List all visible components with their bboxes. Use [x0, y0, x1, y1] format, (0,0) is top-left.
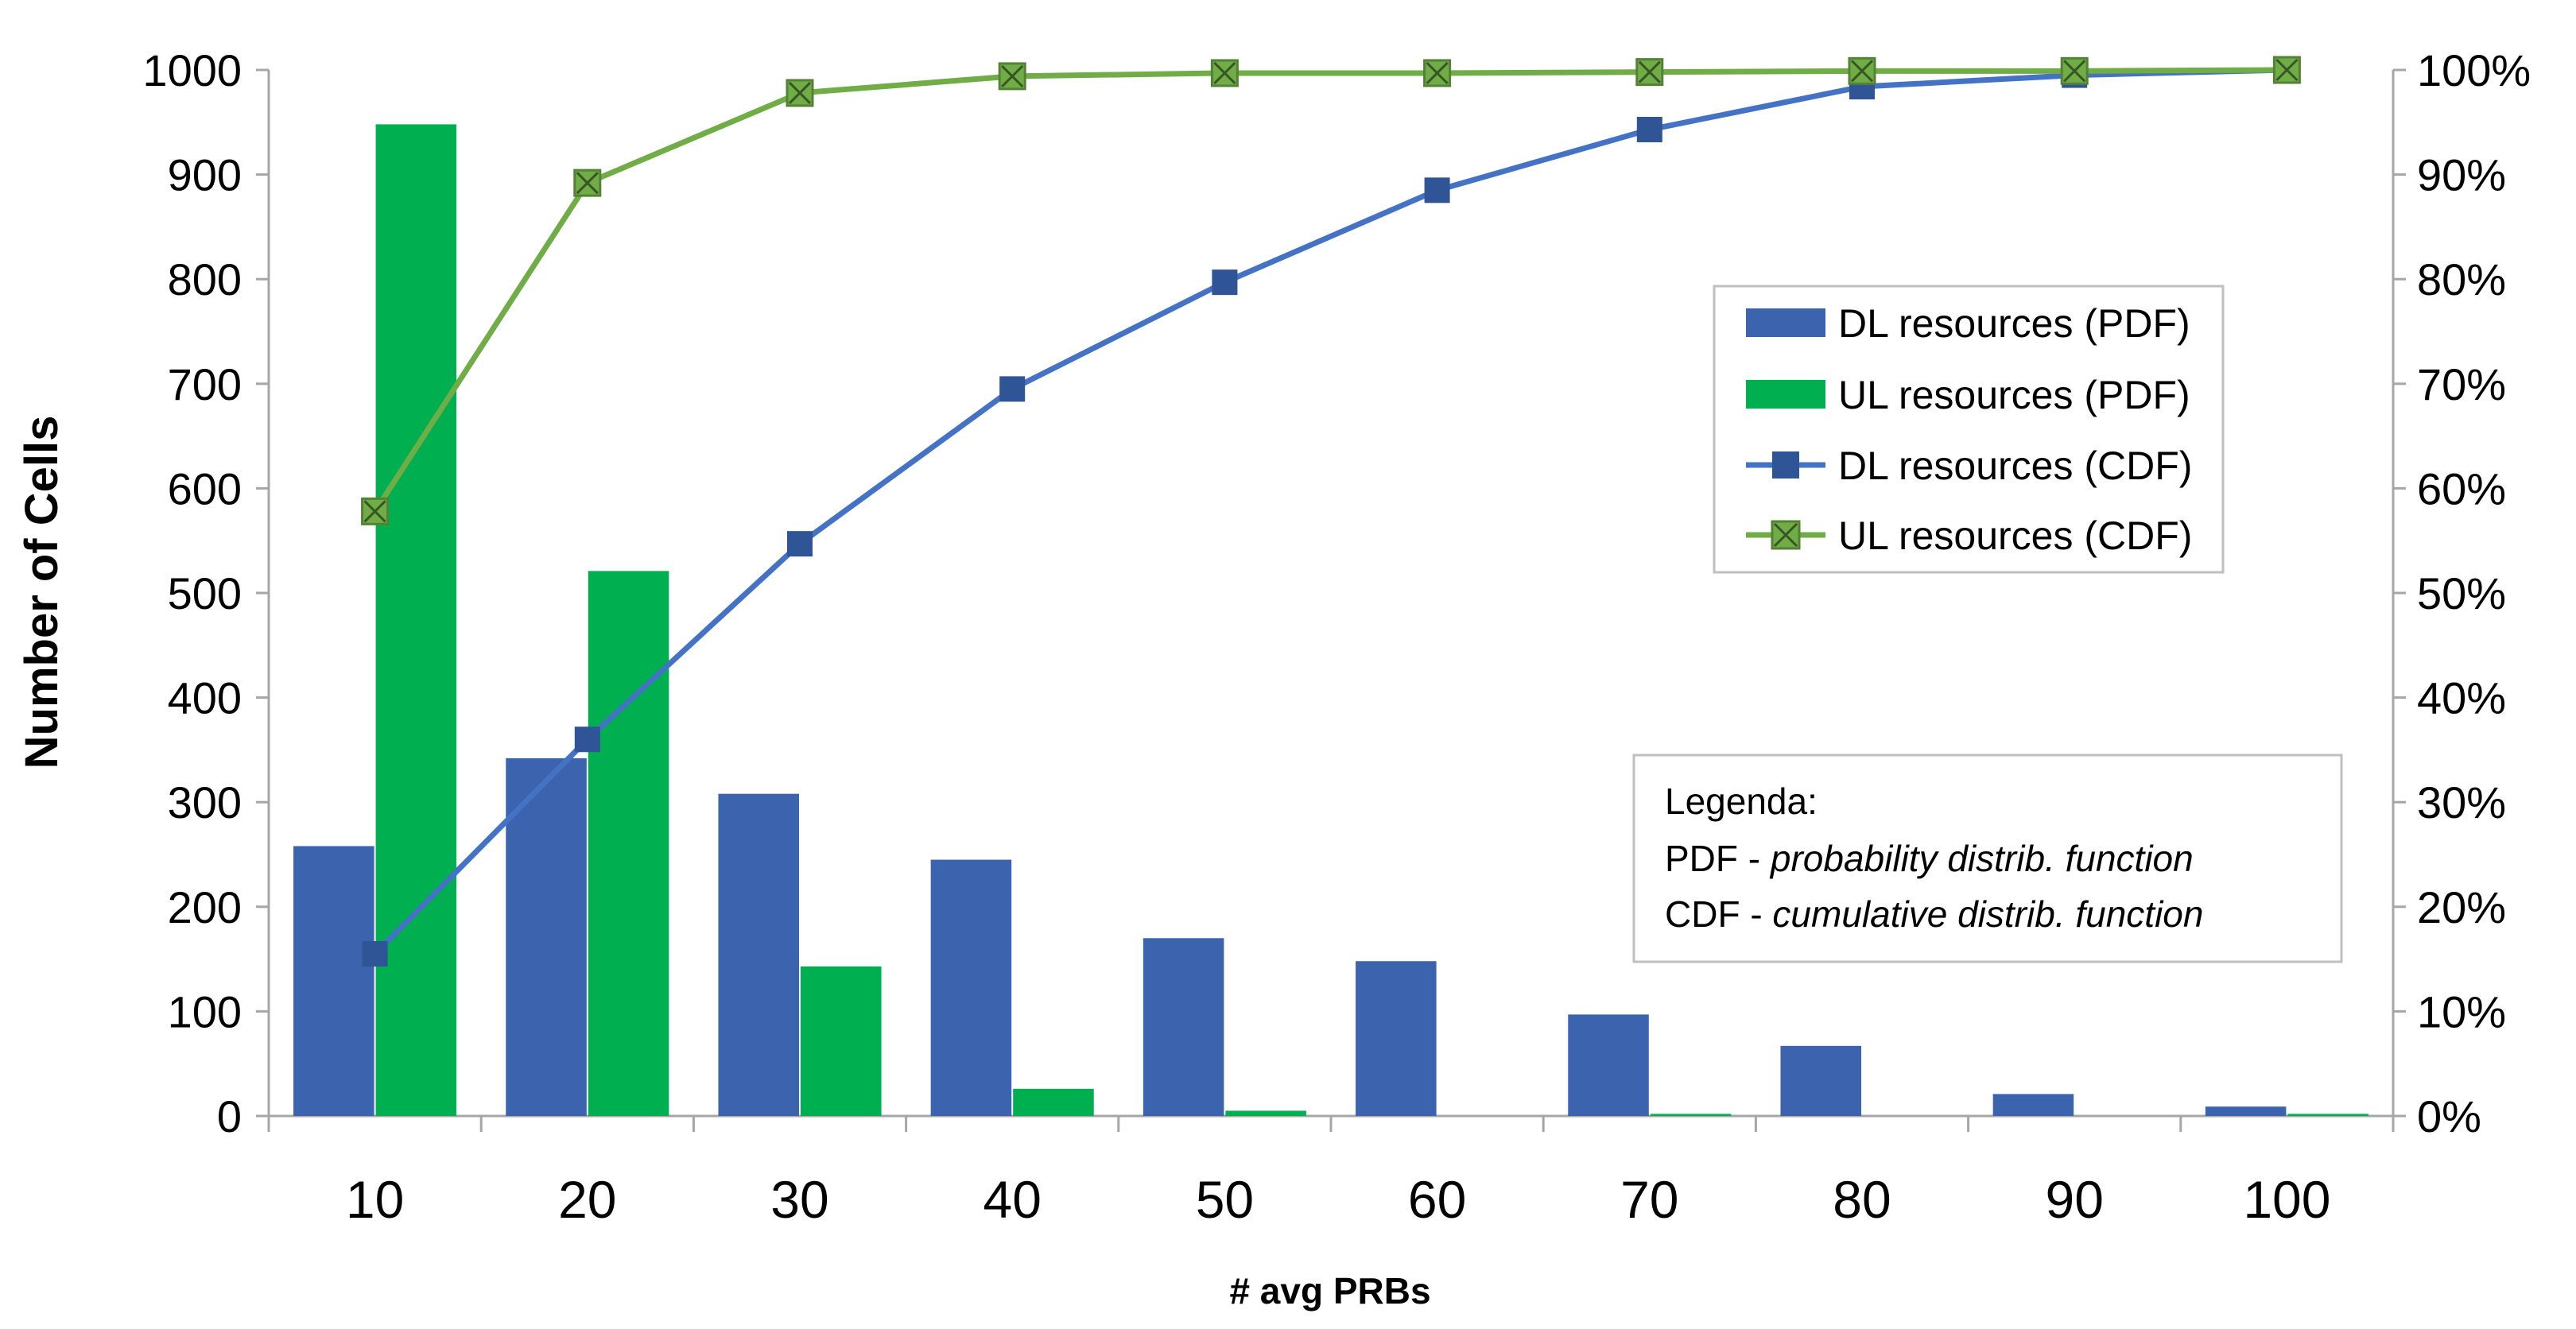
- dl-cdf-marker-30: [787, 531, 813, 557]
- y-tick-label-left-0: 0: [217, 1091, 242, 1141]
- x-tick-label-10: 10: [346, 1170, 404, 1229]
- ul-cdf-marker-50: [1210, 59, 1239, 87]
- dl-cdf-marker-50: [1212, 269, 1238, 296]
- legenda-cdf-text: cumulative distrib. function: [1772, 893, 2203, 935]
- ul-pdf-bar-70: [1650, 1114, 1732, 1116]
- legend-swatch-ul-pdf: [1746, 380, 1825, 409]
- x-axis-title: # avg PRBs: [1229, 1270, 1430, 1312]
- legenda-note: Legenda: PDF - probability distrib. func…: [1632, 754, 2343, 963]
- y-tick-label-right-9: 90%: [2417, 150, 2506, 200]
- y-tick-label-right-8: 80%: [2417, 254, 2506, 304]
- dl-cdf-marker-60: [1424, 177, 1450, 203]
- dl-pdf-bar-20: [506, 757, 587, 1116]
- dl-pdf-bar-10: [293, 846, 374, 1116]
- dl-pdf-bar-90: [1992, 1094, 2074, 1116]
- legenda-frame: [1632, 754, 2343, 963]
- x-tick-label-50: 50: [1196, 1170, 1254, 1229]
- ul-pdf-bar-30: [801, 966, 882, 1116]
- dl-pdf-bar-30: [718, 793, 799, 1116]
- x-tick-label-70: 70: [1620, 1170, 1678, 1229]
- y-tick-label-right-10: 100%: [2417, 45, 2531, 95]
- legend-swatch-dl-pdf: [1746, 308, 1825, 337]
- ul-cdf-marker-100: [2272, 56, 2301, 84]
- ul-pdf-bar-50: [1225, 1110, 1306, 1116]
- ul-cdf-marker-90: [2060, 56, 2089, 85]
- dl-pdf-bar-100: [2205, 1106, 2287, 1116]
- legenda-title: Legenda:: [1665, 781, 1818, 822]
- y-tick-label-left-6: 600: [168, 463, 242, 513]
- legenda-pdf-text: probability distrib. function: [1769, 838, 2194, 879]
- dl-pdf-bar-60: [1356, 961, 1437, 1116]
- ul-cdf-marker-40: [998, 62, 1026, 91]
- ul-cdf-marker-70: [1635, 58, 1664, 87]
- ul-cdf-marker-60: [1423, 59, 1452, 87]
- x-tick-label-40: 40: [983, 1170, 1041, 1229]
- y-tick-label-left-1: 100: [168, 986, 242, 1036]
- y-tick-label-left-7: 700: [168, 359, 242, 409]
- legend-label-ul-cdf: UL resources (CDF): [1838, 513, 2192, 558]
- y-tick-label-right-1: 10%: [2417, 986, 2506, 1036]
- y-tick-label-left-8: 800: [168, 254, 242, 304]
- legenda-cdf-prefix: CDF -: [1665, 893, 1772, 935]
- dl-cdf-line: [373, 67, 2287, 956]
- legend-label-ul-pdf: UL resources (PDF): [1838, 373, 2190, 417]
- y-tick-label-left-3: 300: [168, 777, 242, 827]
- legenda-line-cdf: CDF - cumulative distrib. function: [1665, 893, 2203, 935]
- x-tick-label-30: 30: [770, 1170, 828, 1229]
- y-tick-label-left-10: 1000: [142, 45, 242, 95]
- dl-cdf-marker-40: [999, 376, 1026, 402]
- x-tick-label-80: 80: [1833, 1170, 1891, 1229]
- ul-cdf-marker-10: [361, 497, 390, 525]
- y-tick-label-right-5: 50%: [2417, 568, 2506, 618]
- dl-pdf-bar-50: [1143, 938, 1224, 1116]
- dl-cdf-marker-70: [1636, 117, 1662, 143]
- x-tick-label-60: 60: [1408, 1170, 1466, 1229]
- y-tick-label-right-0: 0%: [2417, 1091, 2481, 1141]
- legend-label-dl-cdf: DL resources (CDF): [1838, 444, 2192, 488]
- dl-pdf-bar-40: [930, 859, 1012, 1116]
- y-tick-label-right-7: 70%: [2417, 359, 2506, 409]
- dl-cdf-marker-20: [574, 726, 600, 753]
- legenda-line-pdf: PDF - probability distrib. function: [1665, 838, 2194, 879]
- y-axis-title: Number of Cells: [16, 416, 68, 769]
- dl-pdf-bar-70: [1568, 1014, 1649, 1116]
- y-tick-label-right-2: 20%: [2417, 882, 2506, 932]
- legend-marker-ul-cdf: [1771, 520, 1801, 550]
- y-tick-label-right-3: 30%: [2417, 777, 2506, 827]
- ul-cdf-marker-80: [1848, 56, 1876, 85]
- dl-pdf-bar-80: [1780, 1045, 1861, 1116]
- legend-label-dl-pdf: DL resources (PDF): [1838, 301, 2190, 346]
- cdf-lines-layer: [361, 56, 2301, 967]
- ul-cdf-marker-30: [786, 79, 814, 107]
- x-tick-label-100: 100: [2243, 1170, 2330, 1229]
- y-tick-label-left-4: 400: [168, 673, 242, 723]
- dl-cdf-marker-10: [362, 941, 388, 967]
- legend-marker-dl-cdf: [1772, 451, 1799, 479]
- x-tick-label-20: 20: [558, 1170, 616, 1229]
- ul-cdf-marker-20: [573, 169, 602, 197]
- ul-pdf-bar-20: [588, 571, 669, 1116]
- y-tick-label-right-4: 40%: [2417, 673, 2506, 723]
- ul-pdf-bar-40: [1013, 1088, 1094, 1116]
- ul-pdf-bar-100: [2287, 1114, 2368, 1116]
- y-tick-label-left-9: 900: [168, 150, 242, 200]
- x-tick-label-90: 90: [2045, 1170, 2103, 1229]
- y-tick-label-right-6: 60%: [2417, 463, 2506, 513]
- y-tick-label-left-5: 500: [168, 568, 242, 618]
- ul-cdf-line: [372, 67, 2287, 513]
- y-tick-label-left-2: 200: [168, 882, 242, 932]
- legenda-pdf-prefix: PDF -: [1665, 838, 1771, 879]
- bars-layer: [293, 124, 2368, 1116]
- tick-labels-layer: 0 100 200 300 400 500 600 700 800 900 1000 0% 10% 20%…: [142, 45, 2531, 1229]
- legend: DL resources (PDF) UL resources (PDF) DL…: [1713, 285, 2225, 574]
- ul-pdf-bar-10: [375, 124, 457, 1116]
